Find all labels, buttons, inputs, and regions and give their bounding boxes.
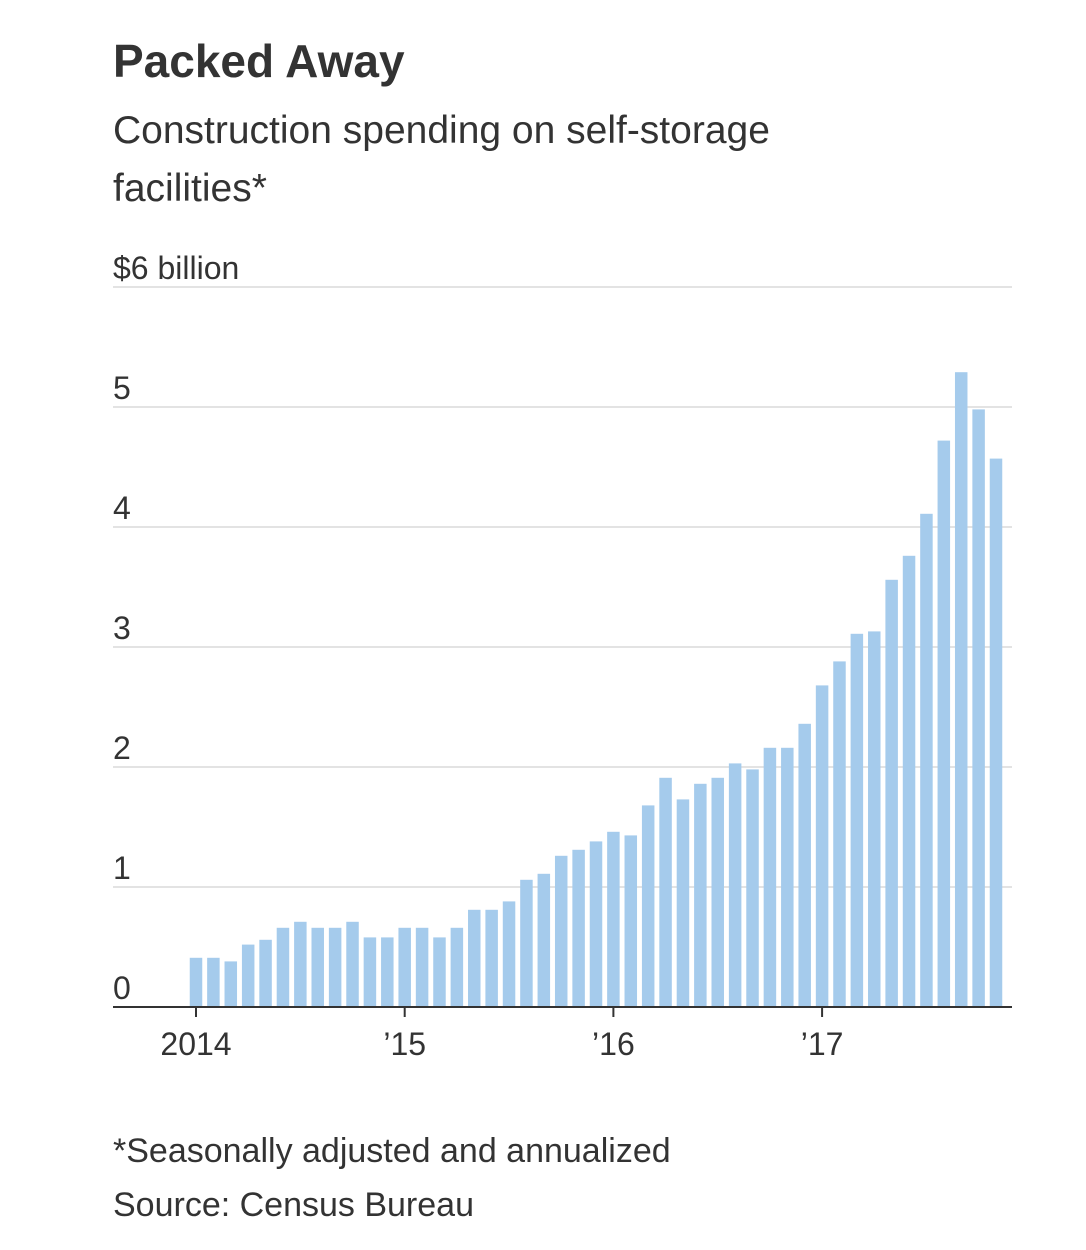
bar	[589, 841, 603, 1007]
bar	[241, 944, 255, 1007]
y-tick-label: 2	[113, 730, 131, 766]
bar	[572, 849, 585, 1007]
bar	[224, 961, 238, 1007]
bar	[433, 937, 446, 1007]
bar	[294, 921, 307, 1007]
bar	[972, 409, 985, 1007]
bar	[798, 723, 811, 1007]
y-tick-label: 5	[113, 370, 131, 406]
x-tick-label: 2014	[160, 1026, 231, 1062]
chart-subtitle: Construction spending on self-storage fa…	[113, 109, 770, 210]
y-tick-label: 3	[113, 610, 131, 646]
bar	[781, 747, 794, 1007]
bar	[363, 937, 377, 1007]
y-tick-label: $6 billion	[113, 250, 239, 286]
bar	[346, 921, 359, 1007]
footnote: *Seasonally adjusted and annualized	[113, 1132, 671, 1170]
bar	[554, 855, 568, 1007]
bar	[659, 777, 672, 1007]
bar	[276, 927, 290, 1007]
bar	[815, 685, 829, 1007]
bar	[311, 927, 324, 1007]
bar	[746, 769, 759, 1007]
bar	[641, 805, 655, 1007]
bar	[398, 927, 411, 1007]
bar	[259, 939, 272, 1007]
bar	[468, 909, 481, 1007]
bar	[763, 747, 777, 1007]
bar	[885, 579, 898, 1007]
bar	[485, 909, 498, 1007]
bar	[954, 372, 968, 1007]
bar	[189, 957, 203, 1007]
y-tick-label: 0	[113, 970, 131, 1006]
y-tick-label: 4	[113, 490, 131, 526]
bar	[937, 440, 951, 1008]
bar	[607, 831, 620, 1007]
bar	[624, 835, 638, 1007]
source: Source: Census Bureau	[113, 1186, 474, 1224]
bar	[902, 555, 916, 1007]
bar	[537, 873, 551, 1007]
x-tick-label: ’17	[801, 1026, 844, 1062]
bar	[415, 927, 429, 1007]
bar	[989, 458, 1003, 1008]
bar	[328, 927, 342, 1007]
bar	[728, 763, 742, 1007]
bar	[676, 799, 690, 1007]
bar	[520, 879, 533, 1007]
bar	[833, 661, 846, 1007]
bar	[502, 901, 516, 1007]
x-tick-label: ’16	[592, 1026, 635, 1062]
bar	[450, 927, 464, 1007]
bar	[207, 957, 220, 1007]
bar	[711, 777, 724, 1007]
bar	[694, 783, 707, 1007]
chart-title: Packed Away	[113, 35, 405, 87]
x-tick-label: ’15	[383, 1026, 426, 1062]
y-tick-label: 1	[113, 850, 131, 886]
bar	[868, 631, 881, 1007]
bar	[920, 513, 933, 1007]
bar	[381, 937, 394, 1007]
bar	[850, 633, 864, 1007]
